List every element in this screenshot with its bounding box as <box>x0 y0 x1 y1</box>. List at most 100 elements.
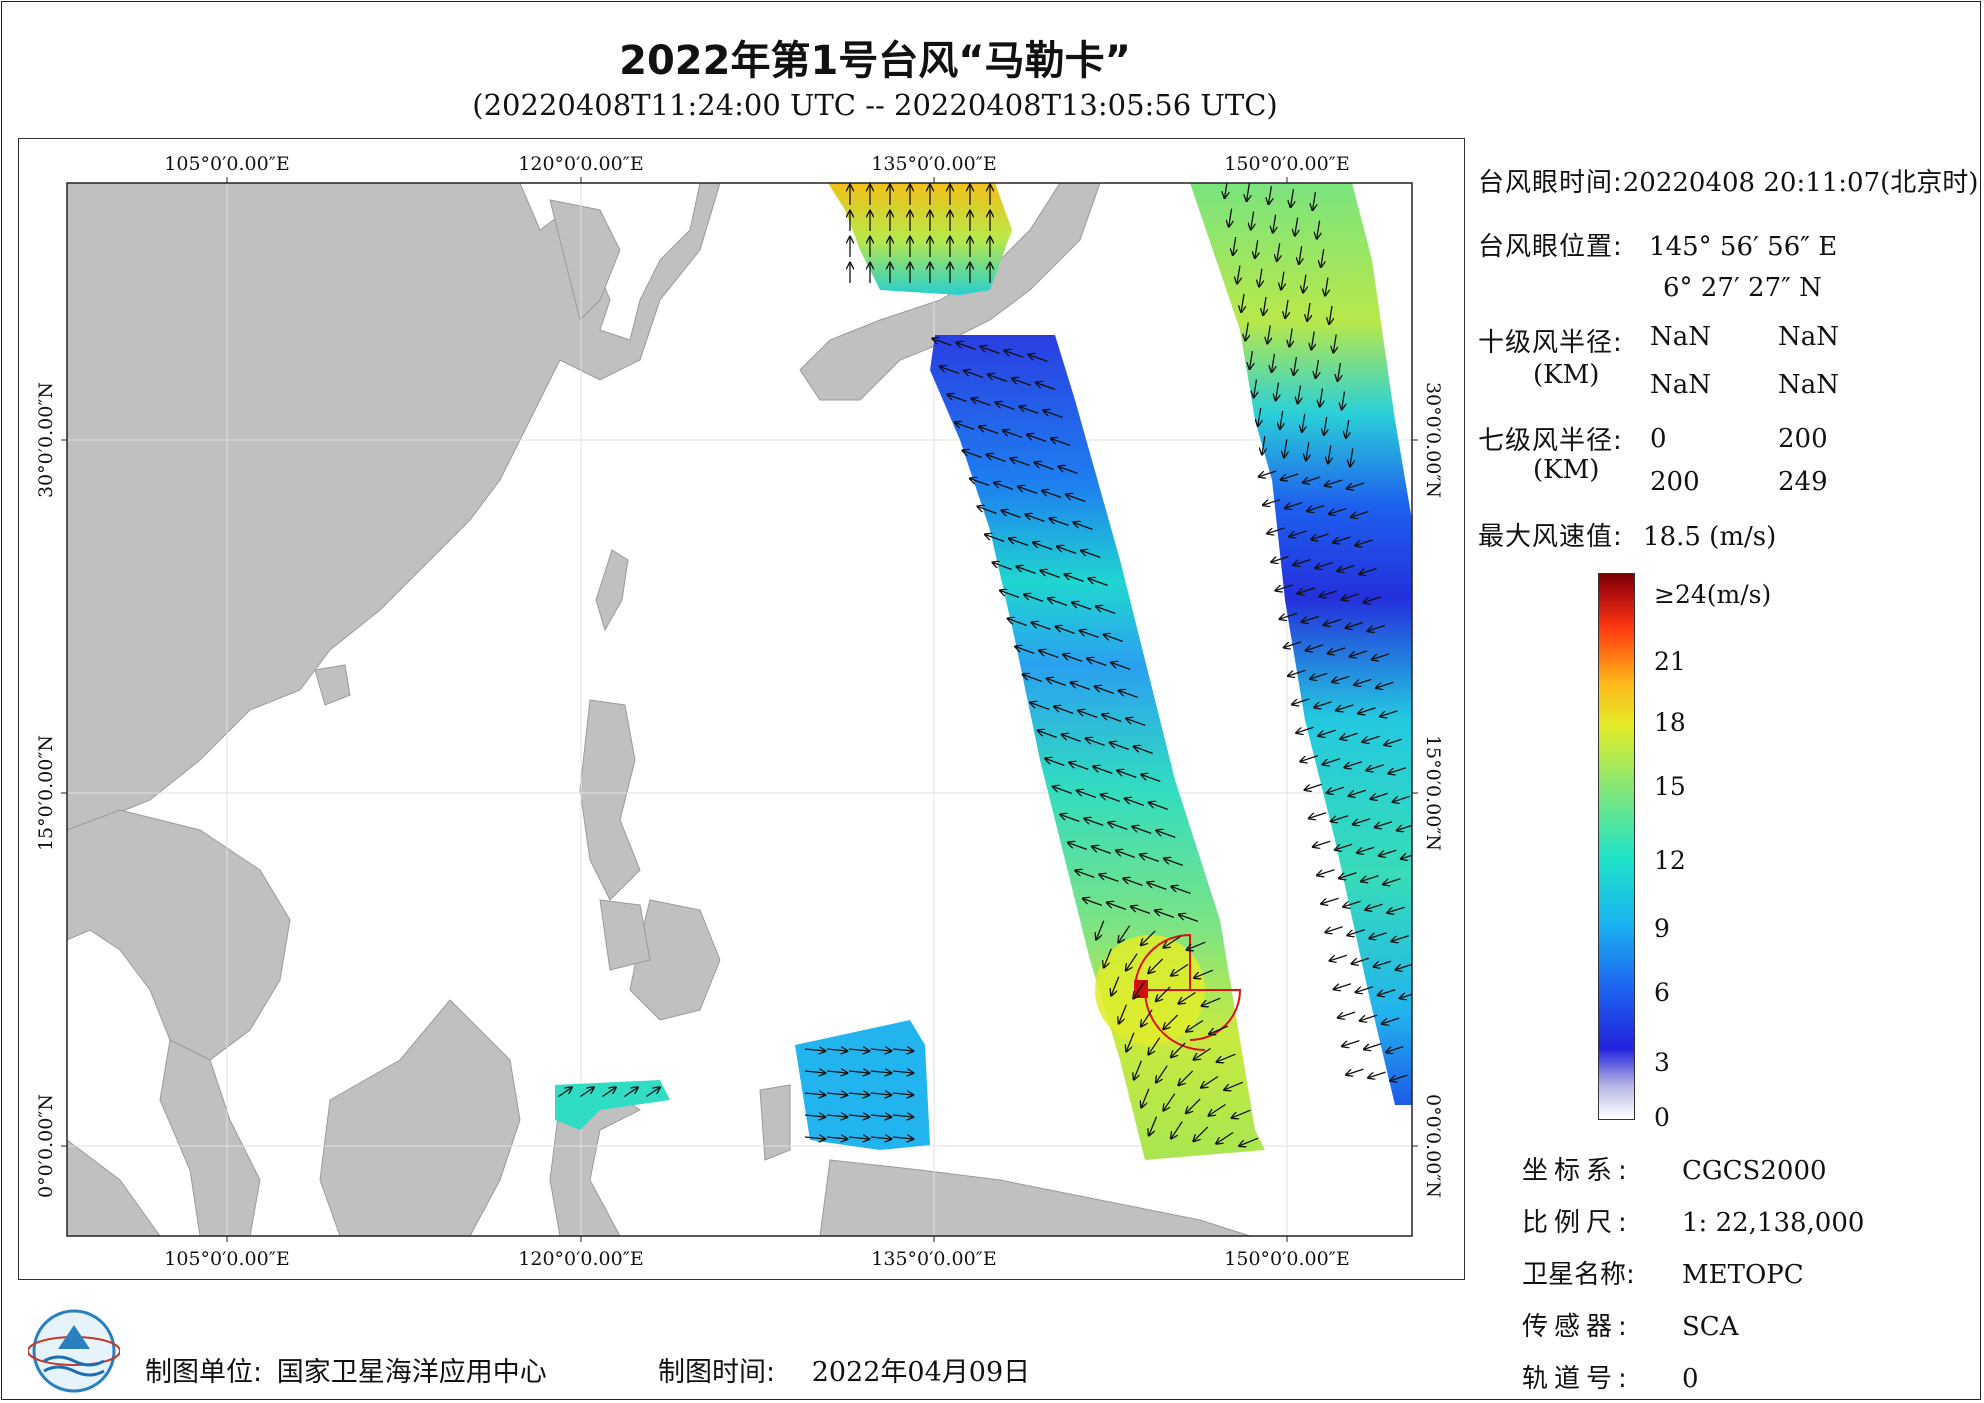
wind-arrow <box>1072 603 1092 611</box>
wind-arrow <box>1349 789 1367 796</box>
wind-arrow <box>848 1137 869 1139</box>
wind-arrow <box>1107 903 1127 911</box>
wind-arrow <box>1126 719 1146 727</box>
footer-unit-value: 国家卫星海洋应用中心 <box>276 1357 547 1388</box>
wind-arrow <box>1297 726 1314 733</box>
wind-arrow <box>1284 439 1287 457</box>
wind-arrow <box>963 451 982 459</box>
map-title: 2022年第1号台风“马勒卡” <box>619 38 1131 84</box>
wind-arrow <box>1186 1019 1204 1032</box>
wind-arrow <box>957 343 976 351</box>
wind-arrow <box>1141 1009 1153 1027</box>
wind-arrow <box>1081 551 1101 559</box>
wind-arrow <box>1209 1025 1229 1034</box>
wind-arrow <box>1124 879 1143 887</box>
lon-label-bottom-2: 135°0′0.00″E <box>871 1248 996 1270</box>
wind-arrow <box>1338 362 1341 381</box>
wind-arrow <box>1041 571 1060 579</box>
wind-arrow <box>1134 981 1146 999</box>
wind-arrow <box>1104 948 1112 968</box>
wind-arrow <box>1005 351 1024 359</box>
map-border <box>66 182 1413 1237</box>
wind-arrow <box>1363 735 1380 742</box>
wind-arrow <box>1142 775 1161 783</box>
wind-arrow <box>892 1115 913 1117</box>
wind-arrow <box>1140 855 1160 863</box>
wind-arrow <box>1057 547 1077 555</box>
wind-arrow <box>1111 976 1120 996</box>
wind-arrow <box>1258 407 1261 426</box>
wind-arrow <box>1330 954 1348 961</box>
wind-arrow <box>1054 707 1074 715</box>
wind-arrow <box>1280 410 1283 429</box>
orbit-value: 0 <box>1682 1364 1699 1394</box>
wind-arrow <box>1310 672 1328 679</box>
wind-arrow <box>1245 322 1248 341</box>
r10-value-1: NaN <box>1778 322 1840 352</box>
wind-arrow <box>1401 853 1412 859</box>
wind-arrow <box>1011 459 1030 467</box>
wind-arrow <box>1332 675 1350 682</box>
wind-arrow <box>1157 831 1176 839</box>
map-content <box>67 183 1412 1236</box>
land-halmahera <box>759 1084 791 1161</box>
eye-lon-value: 145° 56′ 56″ E <box>1649 232 1838 262</box>
wind-arrow <box>1229 208 1232 227</box>
wind-arrow <box>1328 445 1331 463</box>
lat-label-left-2: 0°0′0.00″N <box>35 1094 57 1198</box>
wind-arrow <box>804 1071 825 1073</box>
wind-arrow <box>1351 510 1369 518</box>
eye-time-key: 台风眼时间: <box>1478 168 1623 198</box>
r7-key: 七级风半径: <box>1478 426 1623 456</box>
wind-arrow <box>1396 963 1412 970</box>
wind-arrow <box>1272 555 1289 563</box>
wind-arrow <box>1311 331 1314 350</box>
wind-arrow <box>1306 442 1309 460</box>
land-sumatra <box>67 1139 161 1236</box>
wind-arrow <box>1048 599 1068 607</box>
wind-arrow <box>1078 711 1098 719</box>
wind-arrow <box>1343 900 1361 907</box>
wind-arrow <box>1360 567 1377 575</box>
satellite-key: 卫星名称: <box>1522 1260 1635 1290</box>
satellite-value: METOPC <box>1682 1260 1804 1290</box>
wind-arrow <box>1085 819 1104 827</box>
lat-label-right-2: 0°0′0.00″N <box>1422 1094 1444 1198</box>
land-korea <box>549 199 621 321</box>
wind-arrow <box>1361 875 1379 882</box>
wind-arrow <box>1171 1042 1186 1057</box>
wind-arrow <box>1259 470 1277 477</box>
wind-arrow <box>1033 543 1053 551</box>
wind-arrow <box>1059 467 1078 475</box>
lat-label-left-1: 15°0′0.00″N <box>35 735 57 851</box>
swath-sulawesi <box>555 1080 670 1130</box>
wind-arrow <box>1294 356 1297 375</box>
wind-arrow <box>848 1115 869 1117</box>
wind-arrow <box>1289 530 1307 537</box>
wind-arrow <box>970 479 990 487</box>
wind-arrow <box>1224 1081 1244 1090</box>
wind-arrow <box>870 1137 891 1139</box>
wind-arrow <box>1026 515 1045 523</box>
wind-arrow <box>1289 328 1292 347</box>
satellite-row: 卫星名称: METOPC <box>1522 1254 1804 1291</box>
wind-arrow <box>955 423 975 431</box>
crs-row: 坐标系: CGCS2000 <box>1522 1150 1827 1187</box>
eye-pos-row: 台风眼位置: 145° 56′ 56″ E <box>1478 226 1837 263</box>
wind-arrow <box>1360 1014 1378 1021</box>
wind-arrow <box>1273 214 1276 233</box>
wind-arrow <box>1239 1137 1259 1146</box>
lon-label-top-1: 120°0′0.00″E <box>518 153 643 175</box>
eye-pos-key: 台风眼位置: <box>1478 232 1623 262</box>
wind-arrow <box>1134 747 1153 755</box>
wind-arrow <box>1233 236 1236 255</box>
wind-arrow <box>1368 624 1386 631</box>
wind-arrow <box>1387 906 1405 913</box>
wind-arrow <box>1148 883 1167 891</box>
colorbar-label-3: 3 <box>1654 1048 1670 1077</box>
wind-arrow <box>1101 795 1121 803</box>
wind-arrow <box>1232 1109 1251 1118</box>
wind-arrow <box>1324 416 1327 435</box>
wind-arrow <box>1131 907 1151 915</box>
